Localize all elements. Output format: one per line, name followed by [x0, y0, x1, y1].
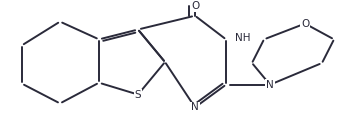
Text: NH: NH — [235, 33, 250, 43]
Text: S: S — [135, 90, 141, 100]
Text: O: O — [301, 19, 309, 29]
Text: O: O — [191, 1, 199, 11]
Text: N: N — [191, 102, 199, 112]
Text: N: N — [266, 80, 274, 90]
